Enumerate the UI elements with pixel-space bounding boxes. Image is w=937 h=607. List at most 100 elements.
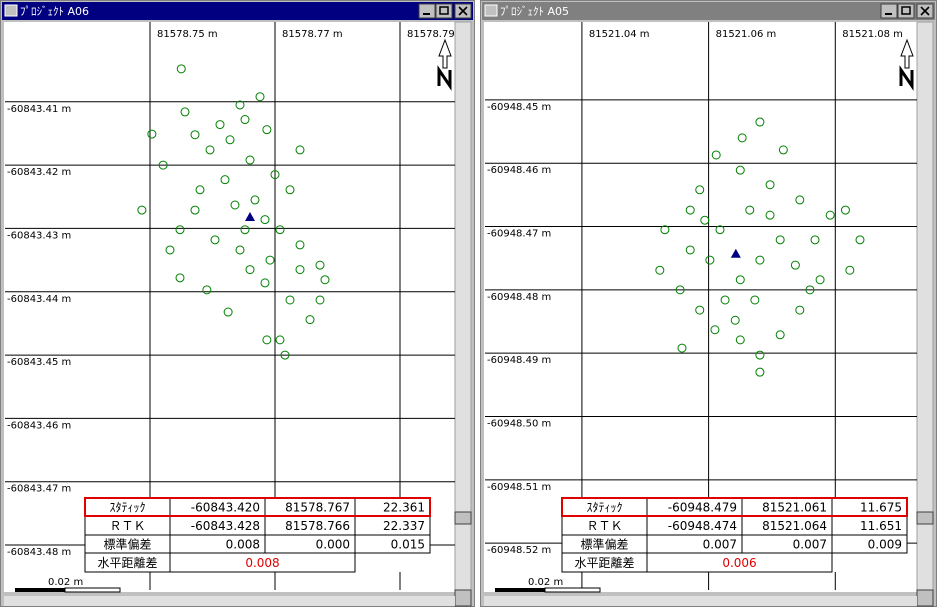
y-tick-label: -60948.48 m xyxy=(487,292,551,303)
vertical-scrollbar[interactable] xyxy=(916,21,934,593)
point xyxy=(270,170,280,180)
point xyxy=(275,225,285,235)
icon xyxy=(439,6,449,15)
y-tick-label: -60948.50 m xyxy=(487,418,551,429)
point xyxy=(855,235,865,245)
maximize-button[interactable] xyxy=(435,3,453,19)
window-title: ﾌﾟﾛｼﾞｪｸﾄ A06 xyxy=(20,5,89,18)
window: ﾌﾟﾛｼﾞｪｸﾄ A05 81521.04 m 81521.06 m 81521.08… xyxy=(480,0,937,607)
point xyxy=(275,335,285,345)
point xyxy=(260,278,270,288)
x-tick-label: 81521.08 m xyxy=(842,29,903,40)
north-arrow xyxy=(899,38,914,91)
mean-marker xyxy=(730,248,741,258)
point xyxy=(677,343,687,353)
point xyxy=(180,107,190,117)
point xyxy=(795,305,805,315)
point xyxy=(755,255,765,265)
point xyxy=(745,205,755,215)
north-arrow xyxy=(437,38,452,91)
table-value: 0.009 xyxy=(868,538,902,552)
table-value: 22.337 xyxy=(383,519,425,533)
point xyxy=(202,285,212,295)
point xyxy=(205,145,215,155)
n-letter xyxy=(437,65,452,91)
minimize-button[interactable] xyxy=(418,3,436,19)
point xyxy=(315,295,325,305)
arrow xyxy=(438,38,452,69)
point xyxy=(245,265,255,275)
scale-bar xyxy=(544,587,601,593)
point xyxy=(778,145,788,155)
y-tick-label: -60948.51 m xyxy=(487,482,551,493)
minimize-button[interactable] xyxy=(880,3,898,19)
point xyxy=(805,285,815,295)
x-tick-label: 81521.06 m xyxy=(716,29,777,40)
point xyxy=(285,295,295,305)
table-value: 81521.061 xyxy=(762,501,827,515)
point xyxy=(685,245,695,255)
table-value: 0.015 xyxy=(391,538,425,552)
table-label: 水平距離差 xyxy=(97,556,157,570)
table-value: 81578.767 xyxy=(285,501,350,515)
table-value: 0.000 xyxy=(316,538,350,552)
y-tick-label: -60948.49 m xyxy=(487,355,551,366)
x-tick-label: 81578.79 xyxy=(407,29,455,40)
y-tick-label: -60948.47 m xyxy=(487,229,551,240)
table-value: 81578.766 xyxy=(285,519,350,533)
scroll-thumb[interactable] xyxy=(454,511,472,525)
point xyxy=(265,255,275,265)
point xyxy=(705,255,715,265)
window: ﾌﾟﾛｼﾞｪｸﾄ A06 81578.75 m 81578.77 m 81578.79… xyxy=(0,0,475,607)
point xyxy=(175,273,185,283)
point xyxy=(137,205,147,215)
x-tick-label: 81578.75 m xyxy=(157,29,218,40)
title-bar xyxy=(482,2,935,20)
point xyxy=(220,175,230,185)
icon xyxy=(901,6,911,15)
point xyxy=(735,335,745,345)
y-tick-label: -60948.52 m xyxy=(487,545,551,556)
point xyxy=(730,315,740,325)
point xyxy=(295,265,305,275)
scroll-thumb[interactable] xyxy=(916,511,934,525)
point xyxy=(262,335,272,345)
point xyxy=(695,185,705,195)
point xyxy=(655,265,665,275)
point xyxy=(840,205,850,215)
point xyxy=(710,325,720,335)
table-cell xyxy=(831,534,908,554)
vertical-scrollbar[interactable] xyxy=(454,21,472,593)
scroll-arrow[interactable] xyxy=(916,589,934,607)
point xyxy=(735,275,745,285)
point xyxy=(240,225,250,235)
scroll-arrow[interactable] xyxy=(454,589,472,607)
table-value: 0.008 xyxy=(245,556,279,570)
y-tick-label: -60843.43 m xyxy=(7,230,71,241)
point xyxy=(158,160,168,170)
table-cell xyxy=(354,534,431,554)
horizontal-scrollbar[interactable] xyxy=(484,596,917,606)
point xyxy=(815,275,825,285)
table-value: 0.006 xyxy=(722,556,756,570)
table-value: -60948.479 xyxy=(668,501,737,515)
point xyxy=(755,350,765,360)
point xyxy=(295,240,305,250)
table-label: ＲＴＫ xyxy=(109,519,145,533)
horizontal-scrollbar[interactable] xyxy=(4,596,455,606)
point xyxy=(715,225,725,235)
table-value: -60948.474 xyxy=(668,519,737,533)
point xyxy=(240,115,250,125)
y-tick-label: -60843.46 m xyxy=(7,420,71,431)
table-value: 0.008 xyxy=(226,538,260,552)
icon xyxy=(920,6,930,16)
table-value: 0.007 xyxy=(703,538,737,552)
point xyxy=(795,195,805,205)
table-cell xyxy=(646,552,833,573)
point xyxy=(245,155,255,165)
point xyxy=(225,135,235,145)
point xyxy=(775,330,785,340)
maximize-button[interactable] xyxy=(897,3,915,19)
point xyxy=(720,295,730,305)
